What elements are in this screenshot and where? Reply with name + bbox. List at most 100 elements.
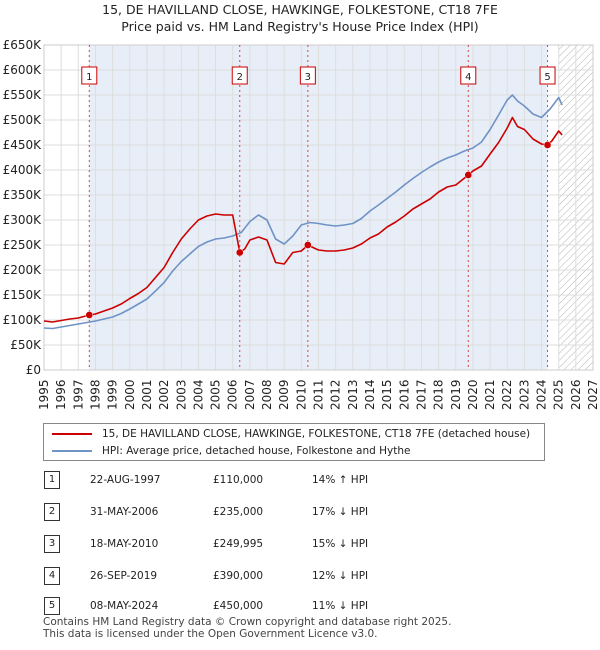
sale-hpi-diff: 12% ↓ HPI — [312, 570, 369, 582]
sale-point — [235, 248, 244, 257]
sale-date: 26-SEP-2019 — [90, 570, 158, 582]
y-tick-label: £200K — [3, 263, 43, 277]
x-tick-label: 2001 — [140, 379, 154, 410]
x-tick-label: 2023 — [517, 379, 531, 410]
legend-label-hpi: HPI: Average price, detached house, Folk… — [102, 445, 411, 457]
y-tick-label: £150K — [3, 288, 43, 302]
sale-number: 1 — [44, 471, 60, 489]
legend-item-property: 15, DE HAVILLAND CLOSE, HAWKINGE, FOLKES… — [52, 426, 530, 442]
x-tick-label: 2020 — [466, 379, 480, 410]
table-row: 4 26-SEP-2019 £390,000 12% ↓ HPI — [43, 567, 583, 587]
x-tick-label: 1996 — [54, 379, 68, 410]
x-tick-label: 2017 — [414, 379, 428, 410]
x-tick-label: 1998 — [88, 379, 102, 410]
y-tick-label: £450K — [3, 138, 43, 152]
sale-hpi-diff: 14% ↑ HPI — [312, 474, 369, 486]
hpi-line — [43, 94, 563, 330]
x-tick-label: 2024 — [535, 379, 549, 410]
y-tick-label: £600K — [3, 63, 43, 77]
sale-date: 31-MAY-2006 — [90, 506, 159, 518]
x-tick-label: 2025 — [552, 379, 566, 410]
sale-marker-box — [539, 66, 556, 85]
x-tick-label: 2015 — [380, 379, 394, 410]
x-tick-label: 2013 — [346, 379, 360, 410]
y-tick-label: £550K — [3, 88, 43, 102]
x-tick-label: 2016 — [397, 379, 411, 410]
sale-number: 2 — [44, 503, 60, 521]
legend-label-property: 15, DE HAVILLAND CLOSE, HAWKINGE, FOLKES… — [102, 428, 531, 440]
x-tick-label: 2002 — [157, 379, 171, 410]
sale-marker-label: 1 — [86, 72, 92, 83]
y-tick-label: £350K — [3, 188, 43, 202]
sale-hpi-diff: 17% ↓ HPI — [312, 506, 369, 518]
y-tick-label: £50K — [10, 338, 42, 352]
sale-point — [85, 311, 94, 319]
sale-point — [304, 241, 312, 249]
x-tick-label: 2003 — [174, 379, 188, 410]
chart-title: 15, DE HAVILLAND CLOSE, HAWKINGE, FOLKES… — [102, 2, 498, 17]
legend: 15, DE HAVILLAND CLOSE, HAWKINGE, FOLKES… — [43, 423, 545, 461]
legend-swatch-hpi — [52, 450, 92, 452]
sale-marker-label: 3 — [305, 72, 311, 83]
sale-price: £110,000 — [213, 474, 264, 486]
price-chart: 15, DE HAVILLAND CLOSE, HAWKINGE, FOLKES… — [3, 2, 600, 410]
y-tick-label: £650K — [3, 38, 43, 52]
sale-price: £249,995 — [213, 538, 264, 550]
sale-marker-box — [81, 66, 98, 85]
legend-swatch-property — [52, 433, 92, 435]
property-price-line — [43, 116, 563, 323]
sale-hpi-diff: 11% ↓ HPI — [312, 600, 369, 612]
sale-price: £450,000 — [213, 600, 264, 612]
x-tick-label: 2014 — [363, 379, 377, 410]
table-row: 2 31-MAY-2006 £235,000 17% ↓ HPI — [43, 503, 583, 523]
x-tick-label: 2022 — [500, 379, 514, 410]
sale-point — [464, 171, 473, 179]
sale-price: £390,000 — [213, 570, 264, 582]
footer-line-copyright: Contains HM Land Registry data © Crown c… — [43, 616, 452, 628]
x-tick-label: 2000 — [123, 379, 137, 410]
x-tick-label: 2008 — [260, 379, 274, 410]
x-tick-label: 2021 — [483, 379, 497, 410]
x-tick-label: 2005 — [209, 379, 223, 410]
table-row: 3 18-MAY-2010 £249,995 15% ↓ HPI — [43, 535, 583, 555]
sale-marker-box — [299, 66, 316, 85]
x-tick-label: 1999 — [106, 379, 120, 410]
x-tick-label: 2004 — [191, 379, 205, 410]
table-row: 1 22-AUG-1997 £110,000 14% ↑ HPI — [43, 471, 583, 491]
x-tick-label: 2011 — [312, 379, 326, 410]
sale-marker-label: 2 — [237, 72, 243, 83]
x-tick-label: 2006 — [226, 379, 240, 410]
sale-number: 4 — [44, 567, 60, 585]
x-tick-label: 2027 — [586, 379, 600, 410]
footer-line-licence: This data is licensed under the Open Gov… — [43, 628, 378, 640]
sale-marker-label: 4 — [465, 72, 471, 83]
x-tick-label: 2026 — [569, 379, 583, 410]
x-tick-label: 2010 — [294, 379, 308, 410]
sale-point — [543, 141, 552, 149]
sale-number: 5 — [44, 597, 60, 615]
x-tick-label: 2018 — [432, 379, 446, 410]
plot-border — [43, 44, 594, 371]
table-row: 5 08-MAY-2024 £450,000 11% ↓ HPI — [43, 597, 583, 617]
y-tick-label: £100K — [3, 313, 43, 327]
x-tick-label: 1997 — [71, 379, 85, 410]
x-tick-label: 2019 — [449, 379, 463, 410]
x-tick-label: 2009 — [277, 379, 291, 410]
x-tick-label: 2012 — [329, 379, 343, 410]
sale-number: 3 — [44, 535, 60, 553]
x-tick-label: 1995 — [37, 379, 51, 410]
sale-date: 18-MAY-2010 — [90, 538, 159, 550]
sale-price: £235,000 — [213, 506, 264, 518]
sale-date: 22-AUG-1997 — [90, 474, 161, 486]
y-tick-label: £500K — [3, 113, 43, 127]
legend-item-hpi: HPI: Average price, detached house, Folk… — [52, 443, 410, 459]
sale-date: 08-MAY-2024 — [90, 600, 159, 612]
y-tick-label: £250K — [3, 238, 43, 252]
chart-subtitle: Price paid vs. HM Land Registry's House … — [121, 19, 478, 34]
sale-marker-label: 5 — [544, 72, 550, 83]
sale-marker-box — [460, 66, 477, 85]
y-tick-label: £300K — [3, 213, 43, 227]
x-tick-label: 2007 — [243, 379, 257, 410]
sale-marker-box — [231, 66, 248, 85]
sale-hpi-diff: 15% ↓ HPI — [312, 538, 369, 550]
